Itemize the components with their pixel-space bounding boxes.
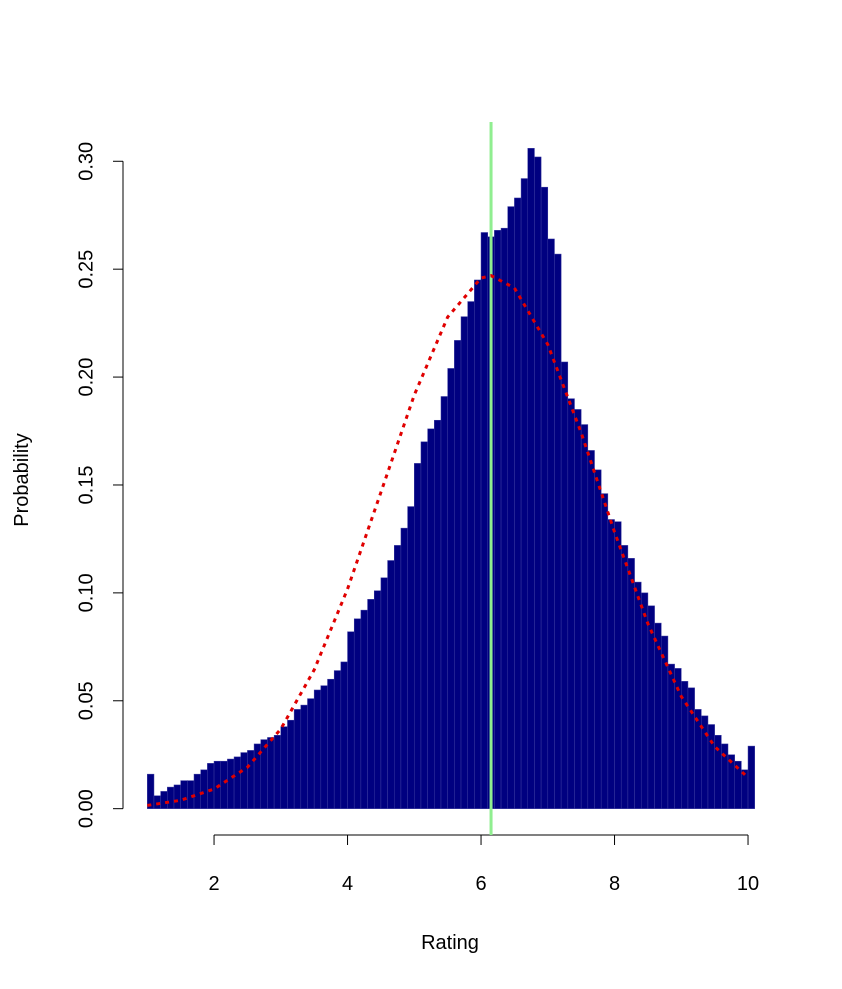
bar xyxy=(474,279,482,809)
x-tick-label: 10 xyxy=(737,873,759,895)
bar xyxy=(507,206,515,809)
bar xyxy=(620,545,629,809)
bar xyxy=(687,687,695,809)
bar xyxy=(714,735,722,809)
bar xyxy=(500,227,508,809)
bar xyxy=(307,698,315,809)
bar xyxy=(167,786,175,809)
bar xyxy=(560,361,569,809)
bar xyxy=(467,301,475,809)
y-tick-label: 0.30 xyxy=(75,142,97,181)
bar xyxy=(454,340,462,809)
y-tick-label: 0.10 xyxy=(75,573,97,612)
y-tick-label: 0.15 xyxy=(75,466,97,505)
bar xyxy=(600,493,609,809)
bar xyxy=(747,745,755,809)
bar xyxy=(614,521,622,809)
density-curve xyxy=(147,274,750,807)
bar xyxy=(380,577,388,809)
bar xyxy=(313,689,322,809)
bar xyxy=(554,253,562,809)
bar xyxy=(267,737,275,809)
bar xyxy=(494,230,502,809)
bar xyxy=(607,519,615,809)
y-tick-label: 0.20 xyxy=(75,358,97,397)
bar xyxy=(340,661,348,809)
bar xyxy=(207,763,215,809)
bar xyxy=(287,719,295,809)
bar xyxy=(260,739,268,809)
bar xyxy=(353,618,362,809)
x-tick-label: 6 xyxy=(475,873,486,895)
bar xyxy=(427,428,435,809)
bar xyxy=(741,769,749,809)
bar xyxy=(594,469,602,809)
bar xyxy=(360,609,368,809)
bar xyxy=(707,724,715,809)
bar xyxy=(327,678,335,809)
bar xyxy=(447,368,455,809)
bar xyxy=(200,769,208,809)
bar xyxy=(627,558,635,809)
bar xyxy=(220,760,228,809)
bar xyxy=(480,232,488,809)
x-tick-label: 8 xyxy=(609,873,620,895)
x-axis-title: Rating xyxy=(421,932,479,954)
bar xyxy=(240,752,248,809)
y-tick-label: 0.05 xyxy=(75,681,97,720)
y-tick-label: 0.00 xyxy=(75,789,97,828)
bar xyxy=(293,709,302,809)
bar xyxy=(574,409,582,809)
bar xyxy=(367,599,375,809)
bar xyxy=(387,560,395,809)
bar xyxy=(160,791,168,809)
bar xyxy=(440,396,448,809)
bar xyxy=(333,670,342,809)
bar xyxy=(547,238,555,809)
bar xyxy=(701,715,709,809)
bar xyxy=(460,316,468,809)
bar xyxy=(640,592,649,809)
bar xyxy=(233,756,241,809)
y-axis-title: Probability xyxy=(11,433,33,526)
bar xyxy=(420,441,428,809)
bar xyxy=(647,605,655,809)
bar xyxy=(567,398,575,809)
bar xyxy=(667,663,675,809)
bar xyxy=(300,704,308,809)
bar xyxy=(373,590,382,809)
bar xyxy=(173,784,181,809)
bar xyxy=(661,635,669,809)
bar xyxy=(273,735,282,809)
y-tick-label: 0.25 xyxy=(75,250,97,289)
bar xyxy=(400,527,408,809)
bar xyxy=(540,186,549,809)
bar xyxy=(227,758,235,809)
bar xyxy=(434,419,442,809)
x-tick-label: 2 xyxy=(208,873,219,895)
bar xyxy=(347,631,355,809)
bar xyxy=(320,685,328,809)
bar xyxy=(193,773,201,809)
bar xyxy=(414,463,422,809)
bar xyxy=(527,148,535,809)
bar xyxy=(280,726,288,809)
bar xyxy=(520,178,529,809)
bar xyxy=(694,709,702,809)
bar xyxy=(587,450,595,809)
bar xyxy=(721,743,729,809)
bar xyxy=(681,681,689,809)
bar xyxy=(654,622,662,809)
bar xyxy=(580,424,589,809)
bar xyxy=(407,506,415,809)
bar xyxy=(634,581,642,809)
bar xyxy=(534,156,542,809)
x-tick-label: 4 xyxy=(342,873,353,895)
bar xyxy=(394,545,402,809)
bar xyxy=(147,773,155,809)
bar xyxy=(180,780,188,809)
